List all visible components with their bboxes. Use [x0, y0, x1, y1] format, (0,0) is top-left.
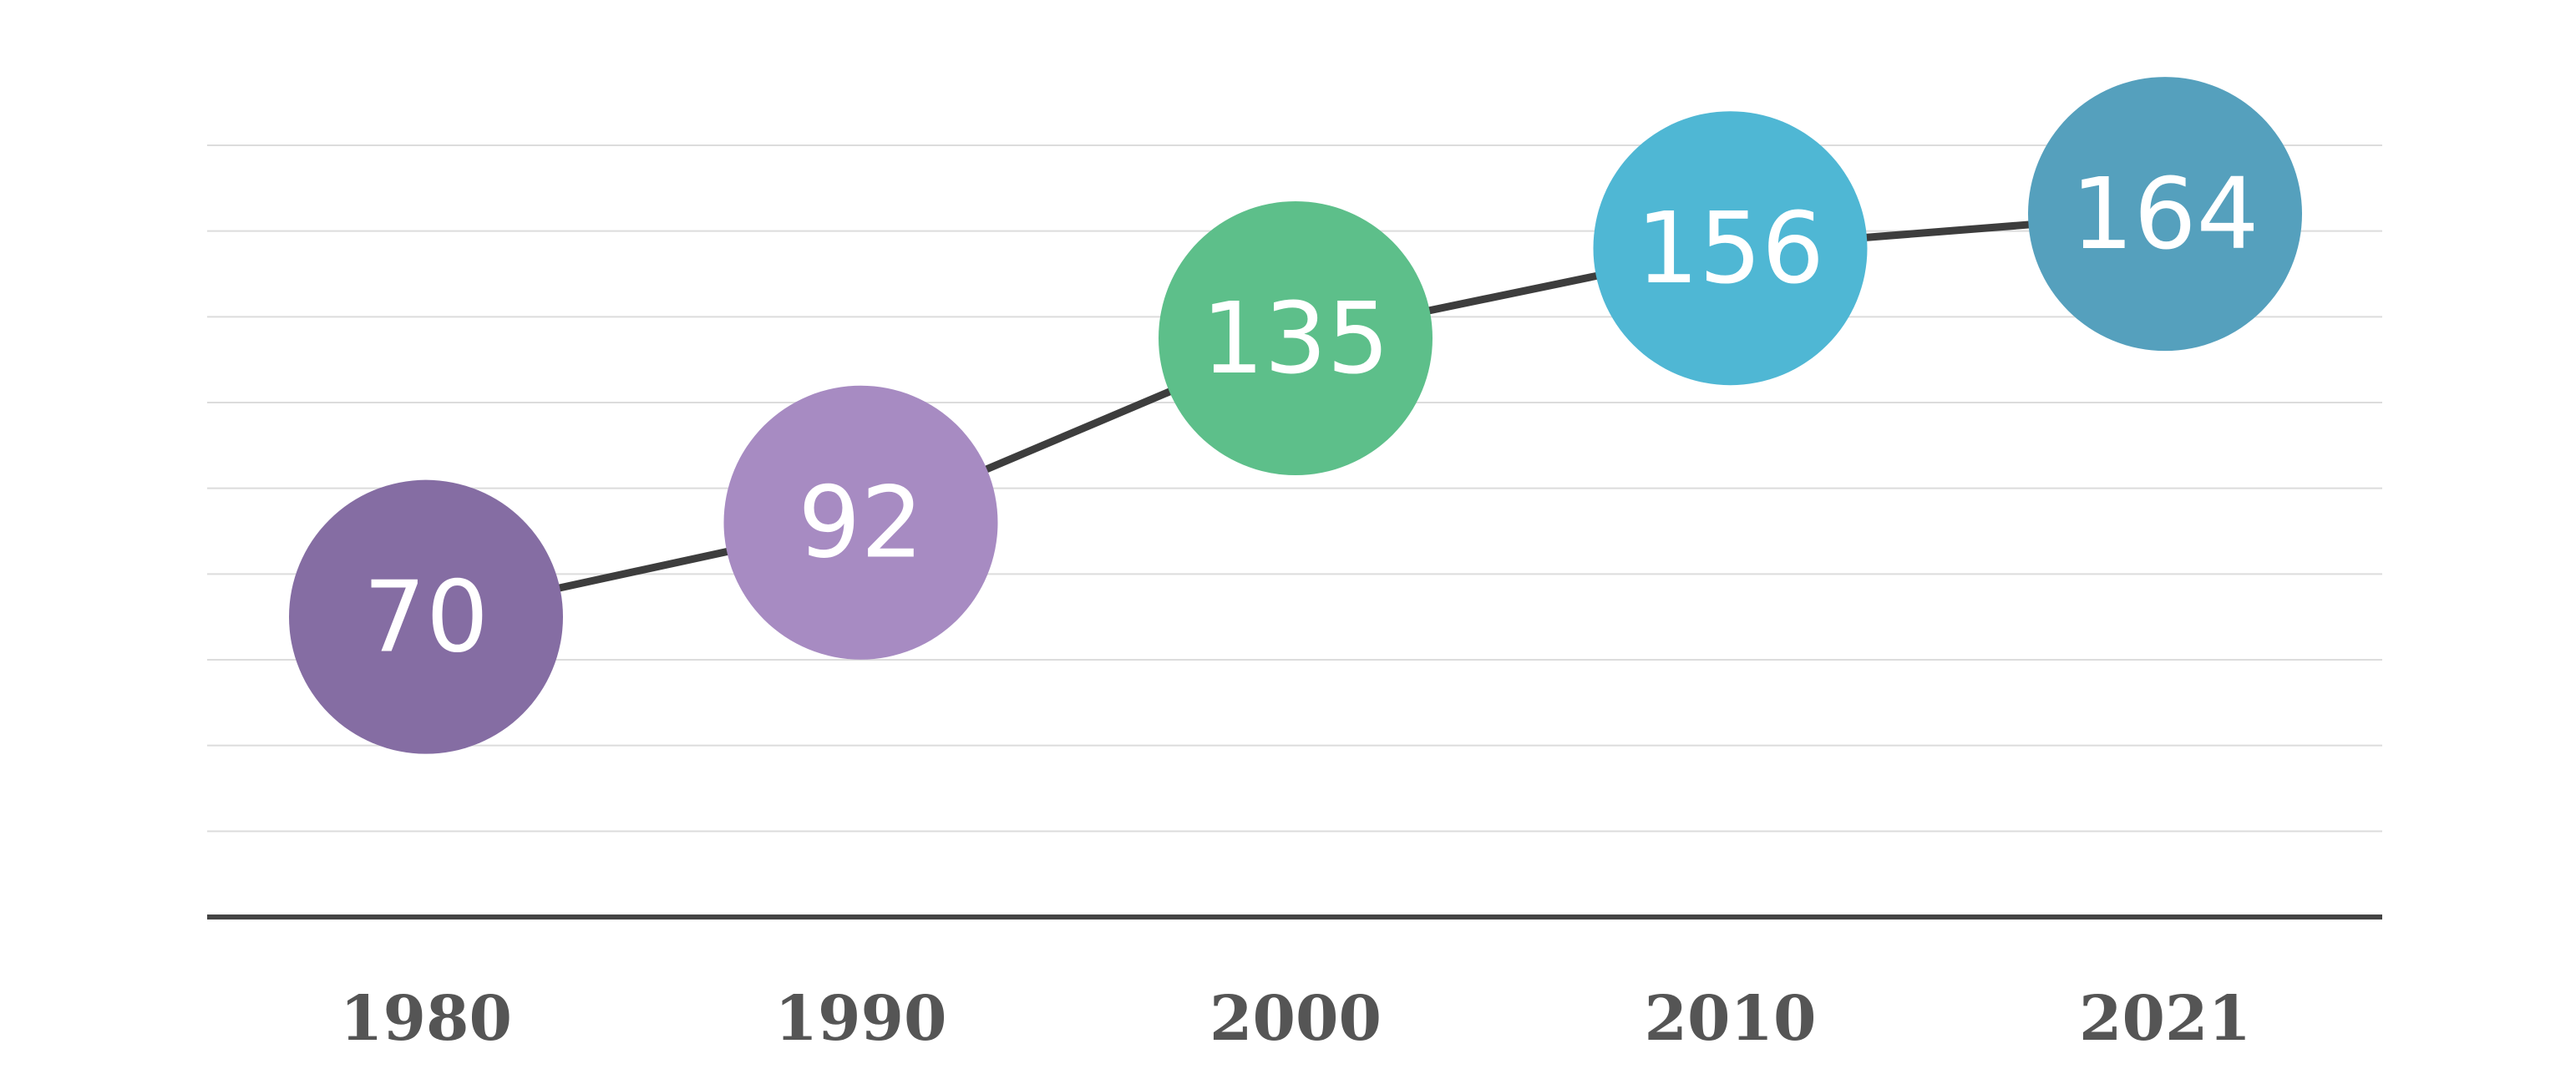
data-point-circle: [1159, 201, 1433, 475]
data-point-circle: [2028, 77, 2302, 352]
x-tick-label-2010: 2010: [1645, 983, 1817, 1055]
x-axis-ticks: 1980 1990 2000 2010 2021: [340, 983, 2251, 1055]
data-label: 164: [2071, 156, 2259, 271]
data-point-circle: [1593, 111, 1868, 386]
x-tick-label-1990: 1990: [775, 983, 947, 1055]
data-point-2010: 156: [1593, 111, 1868, 386]
data-label: 156: [1636, 190, 1824, 306]
data-point-2000: 135: [1159, 201, 1433, 475]
data-point-2021: 164: [2028, 77, 2302, 352]
x-tick-label-2021: 2021: [2079, 983, 2251, 1055]
data-label: 70: [363, 560, 489, 675]
data-points: 70 92 135 156 164: [289, 77, 2302, 754]
data-point-1980: 70: [289, 479, 563, 754]
data-label: 135: [1201, 281, 1389, 396]
data-label: 92: [798, 465, 923, 580]
x-tick-label-2000: 2000: [1209, 983, 1382, 1055]
data-point-circle: [723, 385, 998, 660]
data-point-1990: 92: [723, 385, 998, 660]
x-tick-label-1980: 1980: [340, 983, 512, 1055]
data-point-circle: [289, 479, 563, 754]
